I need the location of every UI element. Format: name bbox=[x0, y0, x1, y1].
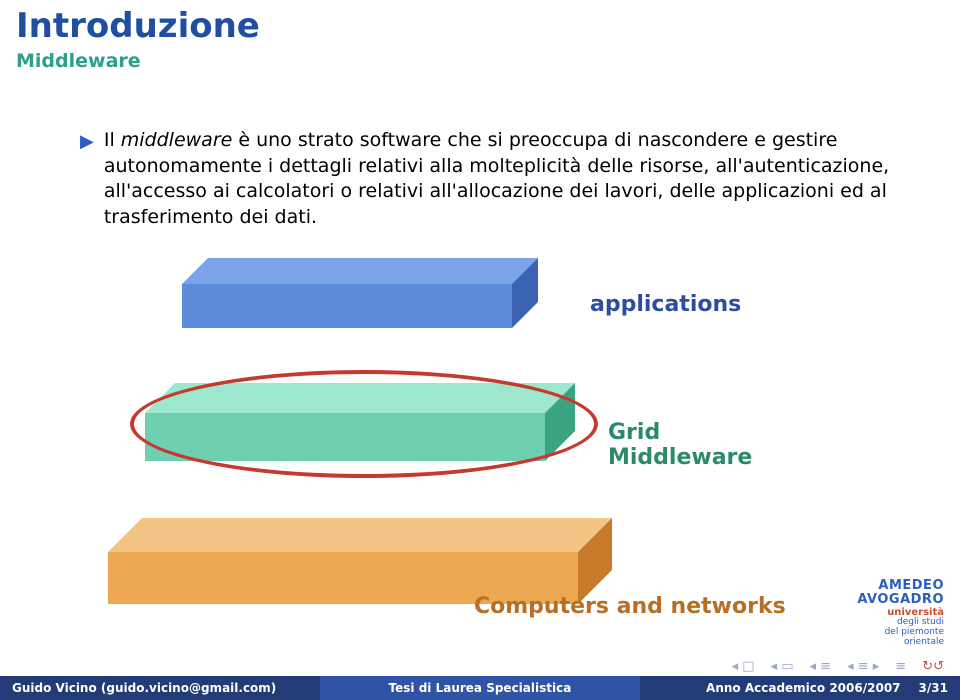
footer-bar: Guido Vicino (guido.vicino@gmail.com) Te… bbox=[0, 676, 960, 700]
university-logo: AMEDEO AVOGADRO università degli studi d… bbox=[857, 579, 944, 648]
logo-brand-2: AVOGADRO bbox=[857, 593, 944, 607]
footer-author: Guido Vicino (guido.vicino@gmail.com) bbox=[0, 676, 320, 700]
diagram-layer-label: applications bbox=[590, 292, 741, 317]
footer-page-total: 31 bbox=[931, 681, 948, 695]
slide-title: Introduzione bbox=[16, 6, 260, 46]
layer-diagram: applications Grid Middleware Computers a… bbox=[160, 258, 800, 628]
bullet-icon: ▶ bbox=[80, 130, 94, 154]
footer-title: Tesi di Laurea Specialistica bbox=[320, 676, 640, 700]
footer-page-current: 3 bbox=[919, 681, 927, 695]
body-text-before: Il bbox=[104, 129, 121, 151]
slide-subtitle: Middleware bbox=[16, 50, 141, 72]
logo-brand-1: AMEDEO bbox=[857, 579, 944, 593]
logo-line-3: orientale bbox=[857, 638, 944, 648]
nav-controls: ◂ □ ◂ ▭ ◂ ≡ ◂ ≡ ▸ ≡ ↻↺ bbox=[732, 659, 944, 674]
body-italic: middleware bbox=[121, 129, 233, 151]
footer-year: Anno Accademico 2006/2007 bbox=[706, 681, 900, 695]
footer-title-text: Tesi di Laurea Specialistica bbox=[389, 681, 572, 695]
body-text: ▶ Il middleware è uno strato software ch… bbox=[80, 128, 900, 231]
diagram-layer bbox=[182, 258, 538, 328]
nav-next-icon[interactable]: ≡ bbox=[895, 659, 906, 674]
diagram-layer bbox=[108, 518, 612, 604]
footer-author-text: Guido Vicino (guido.vicino@gmail.com) bbox=[12, 681, 276, 695]
nav-back-icon[interactable]: ◂ ≡ bbox=[810, 659, 832, 674]
diagram-layer-label: Computers and networks bbox=[474, 594, 786, 619]
slide: Introduzione Middleware ▶ Il middleware … bbox=[0, 0, 960, 700]
nav-prev-icon[interactable]: ◂ ▭ bbox=[771, 659, 794, 674]
diagram-layer-label: Grid Middleware bbox=[608, 420, 800, 470]
nav-first-icon[interactable]: ◂ □ bbox=[732, 659, 755, 674]
nav-loop-icon[interactable]: ↻↺ bbox=[922, 659, 944, 674]
footer-page: Anno Accademico 2006/2007 3 / 31 bbox=[640, 676, 960, 700]
nav-fwd-icon[interactable]: ◂ ≡ ▸ bbox=[847, 659, 879, 674]
highlight-ellipse bbox=[130, 370, 598, 478]
body-paragraph: Il middleware è uno strato software che … bbox=[104, 128, 900, 231]
